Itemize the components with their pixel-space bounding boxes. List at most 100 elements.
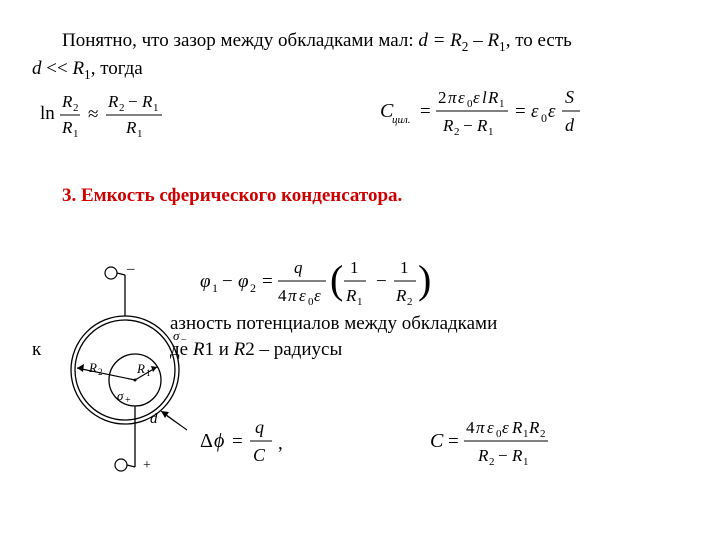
diag-plus1: + xyxy=(125,395,131,406)
formula-row-1: ln R 2 R 1 ≈ R 2 − R 1 R 1 C цил. = 2 π … xyxy=(40,85,630,145)
eq2-sub1-den: 1 xyxy=(488,126,494,138)
eq5-R2d: R xyxy=(477,446,489,465)
diag-R1: R xyxy=(136,361,145,376)
diag-term-minus: – xyxy=(126,261,135,277)
eq2-l: l xyxy=(482,88,487,107)
eq1-sub1-bot: 1 xyxy=(73,128,79,140)
eq3-q: q xyxy=(294,258,303,277)
eq1-sub2-num: 2 xyxy=(119,102,125,114)
formula-row-3: Δ ϕ = q C , C = 4 π ε 0 ε R 1 R 2 R 2 − … xyxy=(200,415,630,471)
eq2-R2-den: R xyxy=(442,116,454,135)
eq2-pi: π xyxy=(448,88,457,107)
eq2-R1-den: R xyxy=(476,116,488,135)
diag-term-plus: + xyxy=(143,458,151,473)
eq3-minus2: − xyxy=(376,271,387,292)
intro-d2: d xyxy=(32,58,42,79)
eq1-minus-num: − xyxy=(128,92,138,111)
eq3-lparen: ( xyxy=(330,257,343,302)
eq3-pi: π xyxy=(288,286,297,305)
intro-line2: d << R1, тогда xyxy=(32,56,688,84)
eq3-rparen: ) xyxy=(418,257,431,302)
eq3-minus1: − xyxy=(222,271,233,292)
eq-ln-approx: ln R 2 R 1 ≈ R 2 − R 1 R 1 xyxy=(40,89,220,141)
overlay-R2t: 2 – радиусы xyxy=(245,339,342,360)
eq3-R2d: R xyxy=(395,286,407,305)
overlay-R2: R xyxy=(234,339,246,360)
eq-delta-phi: Δ ϕ = q C , xyxy=(200,415,310,471)
eq3-R2s: 2 xyxy=(407,296,413,308)
eq3-eq: = xyxy=(262,271,273,292)
eq2-eps0: ε xyxy=(458,88,465,107)
section2-block: φ 1 − φ 2 = q 4 π ε 0 ε ( 1 R 1 − 1 R 2 … xyxy=(200,255,660,319)
eq5-sub2n: 2 xyxy=(540,428,546,440)
intro-tail: , тогда xyxy=(91,58,143,79)
intro-line1: Понятно, что зазор между обкладками мал:… xyxy=(32,28,688,56)
eq-phi-diff: φ 1 − φ 2 = q 4 π ε 0 ε ( 1 R 1 − 1 R 2 … xyxy=(200,255,470,311)
eq-c-cyl: C цил. = 2 π ε 0 ε l R 1 R 2 − R 1 = ε 0… xyxy=(380,85,630,145)
eq1-R2-top: R xyxy=(61,92,73,111)
overlay-line1: азность потенциалов между обкладками xyxy=(170,311,497,337)
eq5-R1n: R xyxy=(511,418,523,437)
intro-text2: , то есть xyxy=(506,30,572,51)
eq5-R2n: R xyxy=(528,418,540,437)
intro-text1: Понятно, что зазор между обкладками мал: xyxy=(62,30,418,51)
eq5-sub2d: 2 xyxy=(489,456,495,468)
eq3-sub2: 2 xyxy=(250,281,256,295)
eq5-four: 4 xyxy=(466,418,475,437)
eq3-eps: ε xyxy=(314,286,321,305)
eq2-sub1-num: 1 xyxy=(499,98,505,110)
eq3-R1s: 1 xyxy=(357,296,363,308)
intro-R-l2: R xyxy=(72,58,84,79)
eq3-R1d: R xyxy=(345,286,357,305)
eq2-R1-num: R xyxy=(487,88,499,107)
sphere-capacitor-diagram: R 1 R 2 σ + σ − d – + xyxy=(45,255,205,480)
intro-d-eq: d = R xyxy=(418,30,461,51)
eq4-phi: ϕ xyxy=(214,430,224,452)
eq2-eps: ε xyxy=(473,88,480,107)
diag-sigmaP: σ xyxy=(117,388,124,403)
eq2-eq1: = xyxy=(420,101,431,122)
eq1-R1-num: R xyxy=(141,92,153,111)
diag-minus1: − xyxy=(181,335,187,346)
overlay-R1t: 1 и xyxy=(204,339,233,360)
eq1-R2-num: R xyxy=(107,92,119,111)
eq5-sub1d: 1 xyxy=(523,456,529,468)
eq5-minus: − xyxy=(498,446,508,465)
intro-r1: R xyxy=(487,30,499,51)
eq3-four: 4 xyxy=(278,286,287,305)
eq4-C: C xyxy=(253,445,266,465)
eq4-eq: = xyxy=(232,431,243,452)
diag-R1s: 1 xyxy=(146,368,151,378)
eq2-eq2: = xyxy=(515,101,526,122)
eq3-phi2: φ xyxy=(238,271,249,292)
eq2-minus-den: − xyxy=(463,116,473,135)
eq2-d: d xyxy=(565,115,575,135)
eq1-R1-bot: R xyxy=(61,118,73,137)
intro-sub-l2: 1 xyxy=(84,67,91,82)
eq3-sub1: 1 xyxy=(212,281,218,295)
section-heading: 3. Емкость сферического конденсатора. xyxy=(32,183,688,209)
eq1-sub2-top: 2 xyxy=(73,102,79,114)
eq3-eps0: ε xyxy=(299,286,306,305)
eq5-pi: π xyxy=(476,418,485,437)
eq5-sub1n: 1 xyxy=(523,428,529,440)
eq1-sub1-den: 1 xyxy=(137,128,143,140)
diag-R2s: 2 xyxy=(98,367,103,377)
eq2-sub2-den: 2 xyxy=(454,126,460,138)
eq2-eps0sub-2: 0 xyxy=(541,111,547,125)
intro-ll: << xyxy=(42,58,73,79)
eq2-S: S xyxy=(565,87,574,107)
diag-R2: R xyxy=(88,360,97,375)
overlay-k: к xyxy=(32,339,41,360)
eq5-eps0: ε xyxy=(487,418,494,437)
eq5-R1d: R xyxy=(511,446,523,465)
eq1-ln: ln xyxy=(40,103,55,124)
intro-minus: – xyxy=(468,30,487,51)
diag-d: d xyxy=(150,411,158,427)
eq2-Csub: цил. xyxy=(392,114,411,126)
eq3-one1: 1 xyxy=(350,258,359,277)
overlay-line2: к xyxy=(32,337,41,363)
eq4-comma: , xyxy=(278,433,283,454)
eq1-approx: ≈ xyxy=(88,104,98,125)
eq2-eps-2: ε xyxy=(548,101,556,122)
